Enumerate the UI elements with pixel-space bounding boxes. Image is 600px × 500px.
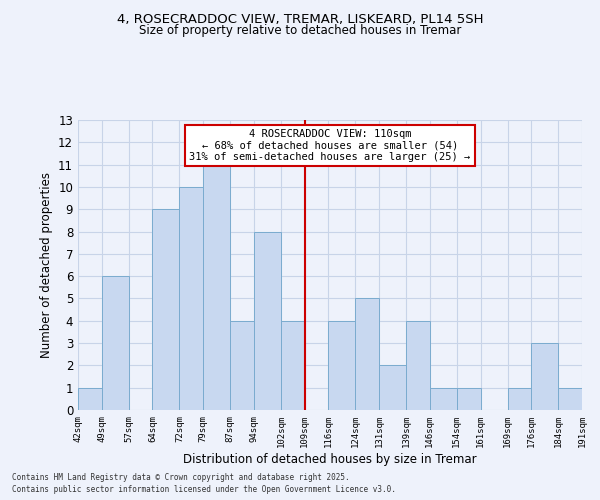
Bar — [152, 209, 179, 410]
Bar — [379, 366, 406, 410]
Text: 4 ROSECRADDOC VIEW: 110sqm
← 68% of detached houses are smaller (54)
31% of semi: 4 ROSECRADDOC VIEW: 110sqm ← 68% of deta… — [190, 128, 470, 162]
Text: 4, ROSECRADDOC VIEW, TREMAR, LISKEARD, PL14 5SH: 4, ROSECRADDOC VIEW, TREMAR, LISKEARD, P… — [117, 12, 483, 26]
Bar — [457, 388, 481, 410]
Bar — [179, 187, 203, 410]
Bar — [230, 321, 254, 410]
X-axis label: Distribution of detached houses by size in Tremar: Distribution of detached houses by size … — [183, 452, 477, 466]
Bar — [254, 232, 281, 410]
Bar — [78, 388, 101, 410]
Bar — [328, 321, 355, 410]
Text: Size of property relative to detached houses in Tremar: Size of property relative to detached ho… — [139, 24, 461, 37]
Text: Contains HM Land Registry data © Crown copyright and database right 2025.: Contains HM Land Registry data © Crown c… — [12, 474, 350, 482]
Bar — [508, 388, 531, 410]
Bar — [406, 321, 430, 410]
Text: Contains public sector information licensed under the Open Government Licence v3: Contains public sector information licen… — [12, 485, 396, 494]
Bar — [531, 343, 559, 410]
Bar — [101, 276, 129, 410]
Bar — [281, 321, 305, 410]
Bar — [559, 388, 582, 410]
Bar — [203, 164, 230, 410]
Y-axis label: Number of detached properties: Number of detached properties — [40, 172, 53, 358]
Bar — [430, 388, 457, 410]
Bar — [355, 298, 379, 410]
